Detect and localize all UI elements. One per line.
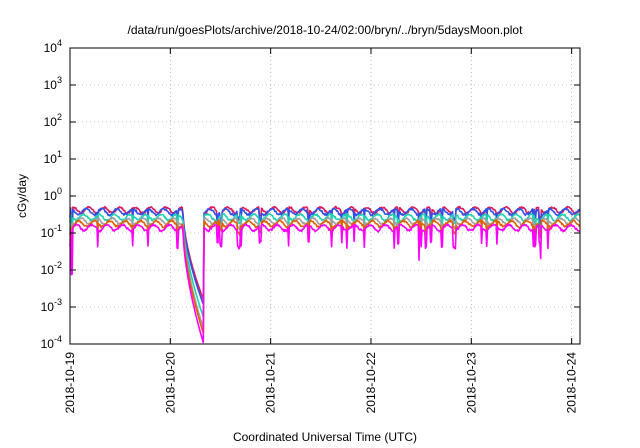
y-tick-label: 10-1 — [41, 223, 62, 240]
x-tick-label: 2018-10-21 — [264, 352, 278, 414]
x-tick-label: 2018-10-23 — [464, 352, 478, 414]
series-line — [69, 216, 581, 329]
y-tick-label: 102 — [44, 112, 62, 129]
chart-title: /data/run/goesPlots/archive/2018-10-24/0… — [128, 23, 524, 37]
y-axis: 10-4 10-3 10-2 10-1 100 101 102 103 104 — [41, 38, 580, 351]
x-tick-label: 2018-10-22 — [364, 352, 378, 414]
grid — [70, 48, 580, 344]
x-tick-label: 2018-10-19 — [63, 352, 77, 414]
y-axis-label: cGy/day — [15, 174, 29, 218]
x-axis: 2018-10-19 2018-10-20 2018-10-21 2018-10-22… — [63, 48, 579, 413]
y-tick-label: 103 — [44, 75, 62, 92]
x-axis-label: Coordinated Universal Time (UTC) — [233, 430, 417, 444]
y-tick-label: 10-2 — [41, 260, 62, 277]
y-tick-label: 10-4 — [41, 334, 62, 351]
x-tick-label: 2018-10-24 — [565, 352, 579, 414]
x-tick-label: 2018-10-20 — [163, 352, 177, 414]
series-line — [69, 205, 581, 301]
series-layer — [69, 205, 581, 344]
y-tick-label: 100 — [44, 186, 62, 203]
y-tick-label: 101 — [44, 149, 62, 166]
y-tick-label: 10-3 — [41, 297, 62, 314]
y-tick-label: 104 — [44, 38, 62, 55]
series-line — [69, 219, 581, 334]
series-line — [69, 207, 581, 306]
series-line — [69, 223, 581, 344]
